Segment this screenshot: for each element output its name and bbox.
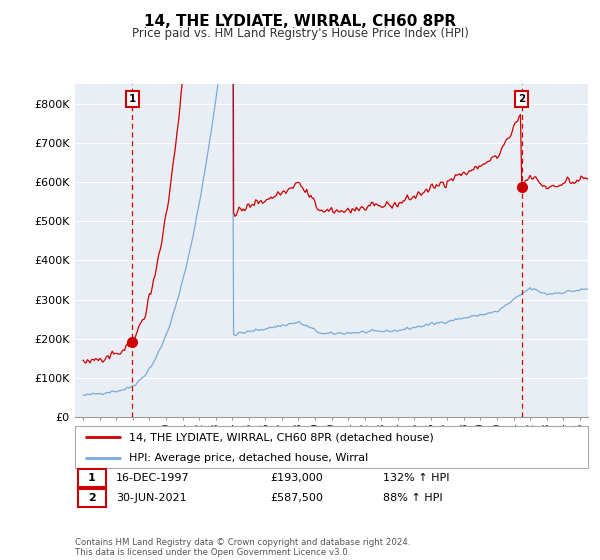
Text: 2: 2 xyxy=(88,493,95,503)
Text: Price paid vs. HM Land Registry's House Price Index (HPI): Price paid vs. HM Land Registry's House … xyxy=(131,27,469,40)
Text: 14, THE LYDIATE, WIRRAL, CH60 8PR (detached house): 14, THE LYDIATE, WIRRAL, CH60 8PR (detac… xyxy=(129,432,434,442)
Text: 2: 2 xyxy=(518,94,526,104)
Text: HPI: Average price, detached house, Wirral: HPI: Average price, detached house, Wirr… xyxy=(129,454,368,463)
FancyBboxPatch shape xyxy=(77,489,106,507)
Text: £587,500: £587,500 xyxy=(270,493,323,503)
Text: 30-JUN-2021: 30-JUN-2021 xyxy=(116,493,187,503)
Text: 1: 1 xyxy=(128,94,136,104)
Text: 16-DEC-1997: 16-DEC-1997 xyxy=(116,473,190,483)
Text: 14, THE LYDIATE, WIRRAL, CH60 8PR: 14, THE LYDIATE, WIRRAL, CH60 8PR xyxy=(144,14,456,29)
FancyBboxPatch shape xyxy=(77,469,106,487)
Text: 88% ↑ HPI: 88% ↑ HPI xyxy=(383,493,442,503)
Text: Contains HM Land Registry data © Crown copyright and database right 2024.
This d: Contains HM Land Registry data © Crown c… xyxy=(75,538,410,557)
Text: £193,000: £193,000 xyxy=(270,473,323,483)
Text: 132% ↑ HPI: 132% ↑ HPI xyxy=(383,473,449,483)
Text: 1: 1 xyxy=(88,473,95,483)
